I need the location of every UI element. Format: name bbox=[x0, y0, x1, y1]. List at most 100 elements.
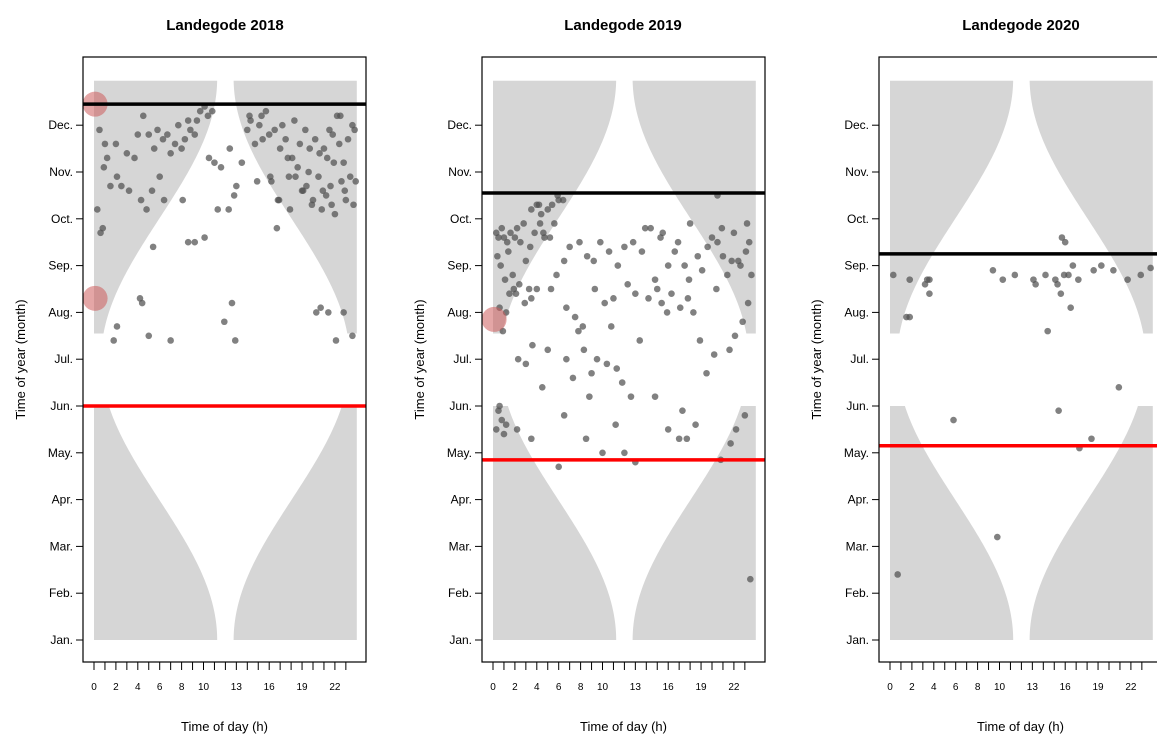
data-point bbox=[513, 426, 521, 433]
x-tick-label: 10 bbox=[994, 682, 1006, 693]
data-point bbox=[342, 196, 350, 204]
data-point bbox=[322, 192, 330, 199]
data-point bbox=[1011, 271, 1019, 279]
data-point bbox=[496, 402, 503, 410]
data-point bbox=[694, 252, 702, 260]
data-point bbox=[265, 131, 273, 138]
y-tick-label: Nov. bbox=[448, 165, 472, 179]
data-point bbox=[684, 295, 692, 302]
data-point bbox=[653, 285, 661, 293]
data-point bbox=[597, 238, 604, 246]
data-point bbox=[638, 248, 646, 255]
x-tick-label: 2 bbox=[909, 682, 915, 693]
data-point bbox=[994, 533, 1001, 541]
x-tick-label: 0 bbox=[887, 682, 893, 693]
x-tick-label: 19 bbox=[1092, 682, 1104, 693]
data-point bbox=[312, 309, 320, 316]
x-tick-label: 10 bbox=[597, 682, 609, 693]
data-point bbox=[582, 435, 590, 443]
data-point bbox=[923, 276, 931, 283]
data-point bbox=[503, 238, 511, 246]
data-point bbox=[139, 112, 147, 120]
data-point bbox=[256, 121, 263, 129]
x-axis-title: Time of day (h) bbox=[580, 719, 667, 734]
y-tick-label: Dec. bbox=[48, 118, 73, 132]
data-point bbox=[683, 435, 691, 443]
x-tick-label: 4 bbox=[135, 682, 141, 693]
y-tick-label: Apr. bbox=[451, 493, 472, 507]
data-point bbox=[1098, 262, 1105, 269]
data-point bbox=[544, 346, 552, 354]
data-point bbox=[148, 187, 156, 195]
data-point bbox=[889, 271, 897, 279]
data-point bbox=[1069, 262, 1077, 269]
data-point bbox=[560, 412, 568, 419]
data-point bbox=[311, 135, 319, 143]
data-point bbox=[96, 126, 103, 134]
x-tick-label: 22 bbox=[728, 682, 740, 693]
data-point bbox=[906, 276, 914, 283]
y-tick-label: Sep. bbox=[447, 259, 472, 273]
data-point bbox=[741, 412, 749, 419]
data-point bbox=[632, 290, 639, 297]
night-shade-lower-right bbox=[1029, 406, 1153, 640]
data-point bbox=[731, 332, 739, 340]
data-point bbox=[560, 257, 568, 265]
data-point bbox=[686, 220, 694, 227]
y-tick-label: Aug. bbox=[48, 305, 73, 319]
data-point bbox=[171, 140, 179, 148]
data-point bbox=[1058, 234, 1066, 241]
data-point bbox=[601, 299, 608, 307]
x-tick-label: 22 bbox=[1125, 682, 1137, 693]
y-tick-label: Aug. bbox=[447, 305, 472, 319]
data-point bbox=[559, 196, 567, 204]
data-point bbox=[580, 346, 588, 354]
data-point bbox=[131, 154, 138, 162]
x-tick-label: 19 bbox=[296, 682, 308, 693]
data-point bbox=[502, 421, 510, 429]
data-point bbox=[1075, 276, 1082, 283]
data-point bbox=[621, 449, 628, 457]
data-point bbox=[282, 135, 289, 143]
data-point bbox=[950, 416, 957, 424]
data-point bbox=[196, 107, 204, 115]
data-point bbox=[349, 332, 356, 340]
data-point bbox=[675, 435, 683, 443]
panel-2: Jan. Feb. Mar. Apr. May. Jun. Jul. Aug. Sep. Oct.… bbox=[412, 17, 766, 734]
data-point bbox=[341, 187, 349, 195]
data-point bbox=[627, 393, 635, 400]
data-point bbox=[93, 206, 101, 213]
data-point bbox=[651, 393, 659, 400]
data-point bbox=[246, 112, 253, 120]
data-point bbox=[251, 140, 259, 148]
data-point bbox=[747, 575, 754, 583]
data-point bbox=[514, 355, 522, 363]
data-point bbox=[167, 337, 174, 344]
night-shade-upper-right bbox=[233, 80, 357, 334]
data-point bbox=[546, 234, 554, 241]
x-tick-label: 2 bbox=[113, 682, 119, 693]
data-point bbox=[510, 285, 518, 293]
data-point bbox=[576, 238, 583, 246]
y-tick-label: Dec. bbox=[447, 118, 472, 132]
y-tick-label: Feb. bbox=[49, 586, 73, 600]
data-point bbox=[276, 145, 284, 152]
data-point bbox=[708, 234, 716, 241]
y-tick-label: Jul. bbox=[54, 352, 73, 366]
data-point bbox=[500, 234, 508, 241]
data-point bbox=[612, 421, 619, 429]
data-point bbox=[500, 430, 508, 438]
data-point bbox=[149, 243, 157, 251]
data-point bbox=[710, 351, 718, 358]
data-point bbox=[538, 383, 546, 391]
data-point bbox=[498, 416, 506, 424]
panel-3: Jan. Feb. Mar. Apr. May. Jun. Jul. Aug. Sep. Oct.… bbox=[809, 17, 1157, 734]
data-point bbox=[674, 238, 682, 246]
data-point bbox=[1054, 281, 1061, 288]
data-point bbox=[191, 131, 199, 138]
plot-area bbox=[482, 80, 765, 640]
data-point bbox=[350, 201, 357, 209]
data-point bbox=[337, 112, 344, 120]
y-axis-title: Time of year (month) bbox=[412, 299, 427, 419]
data-point bbox=[690, 309, 697, 316]
